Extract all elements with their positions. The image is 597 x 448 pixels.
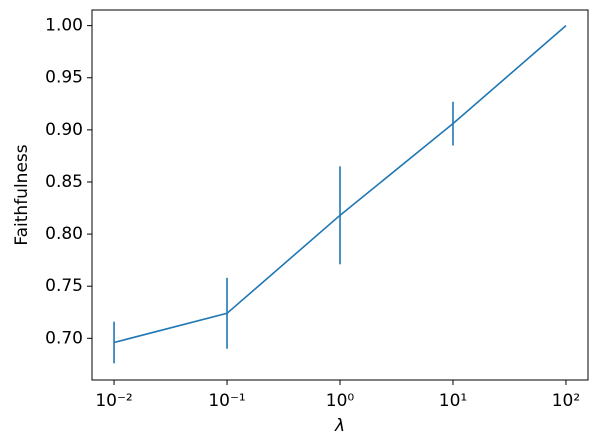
y-tick-label: 1.00 [45,16,83,36]
y-tick-label: 0.85 [45,172,83,192]
y-tick-label: 0.95 [45,68,83,88]
y-tick-label: 0.90 [45,120,83,140]
y-tick-label: 0.75 [45,276,83,296]
y-tick-label: 0.80 [45,224,83,244]
x-axis-label: λ [334,416,345,436]
x-tick-label: 10¹ [439,391,467,411]
x-tick-label: 10⁻¹ [208,391,245,411]
x-tick-label: 10⁻² [95,391,132,411]
x-tick-label: 10² [552,391,580,411]
y-axis-label: Faithfulness [12,144,32,245]
y-tick-label: 0.70 [45,328,83,348]
x-tick-label: 10⁰ [326,391,355,411]
